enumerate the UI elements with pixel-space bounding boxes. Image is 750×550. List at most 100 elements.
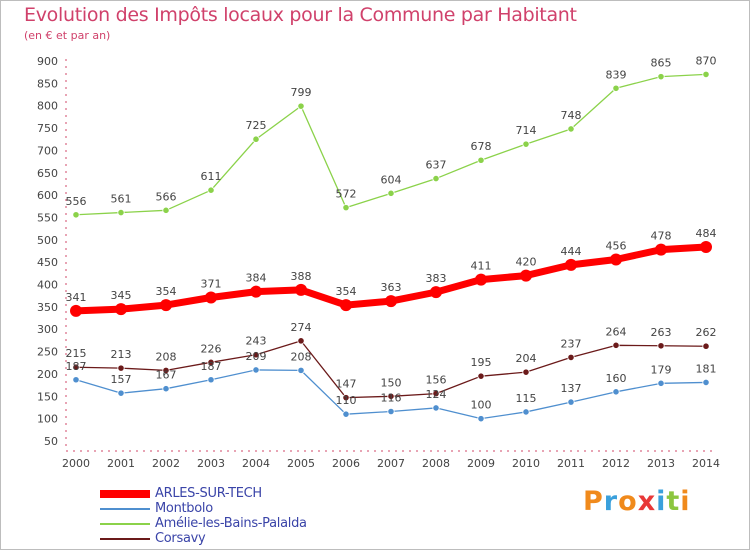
data-label-corsavy: 195 <box>471 356 492 369</box>
legend-swatch <box>100 523 150 525</box>
data-point-corsavy <box>657 342 665 350</box>
data-point-arles-sur-tech <box>430 286 442 299</box>
data-label-arles-sur-tech: 388 <box>291 270 312 283</box>
data-label-arles-sur-tech: 420 <box>516 256 537 269</box>
data-point-arles-sur-tech <box>295 283 307 296</box>
y-tick-label: 800 <box>37 100 58 113</box>
data-labels-layer: 341 345 354 371 384 388 354 363 383 411 420 444 456 4… <box>66 54 717 411</box>
legend-swatch <box>100 538 150 540</box>
data-label-arles-sur-tech: 456 <box>606 239 627 252</box>
logo-letter: i <box>656 486 667 517</box>
data-point-amelie-les-bains-palalda <box>387 189 395 197</box>
data-label-corsavy: 263 <box>651 326 672 339</box>
x-tick-label: 2005 <box>287 457 315 470</box>
data-label-amelie-les-bains-palalda: 556 <box>66 195 87 208</box>
data-label-amelie-les-bains-palalda: 561 <box>111 193 132 206</box>
chart-axes: 50 100 150 200 250 300 350 400 450 500 550 600 650 70… <box>37 55 720 470</box>
x-tick-label: 2000 <box>62 457 90 470</box>
data-label-arles-sur-tech: 354 <box>336 285 357 298</box>
y-tick-label: 550 <box>37 211 58 224</box>
chart-subtitle: (en € et par an) <box>24 29 111 42</box>
y-tick-label: 100 <box>37 413 58 426</box>
data-point-arles-sur-tech <box>250 285 262 298</box>
data-point-arles-sur-tech <box>340 299 352 312</box>
data-label-montbolo: 115 <box>516 392 537 405</box>
x-tick-label: 2008 <box>422 457 450 470</box>
data-label-arles-sur-tech: 444 <box>561 245 582 258</box>
data-point-amelie-les-bains-palalda <box>522 140 530 148</box>
data-point-amelie-les-bains-palalda <box>252 135 260 143</box>
data-point-montbolo <box>252 366 260 374</box>
data-label-montbolo: 137 <box>561 382 582 395</box>
series-corsavy <box>72 337 710 402</box>
y-tick-label: 250 <box>37 346 58 359</box>
data-point-amelie-les-bains-palalda <box>297 102 305 110</box>
data-point-corsavy <box>162 366 170 374</box>
data-point-montbolo <box>657 379 665 387</box>
data-point-amelie-les-bains-palalda <box>567 125 575 133</box>
data-label-corsavy: 237 <box>561 337 582 350</box>
data-point-amelie-les-bains-palalda <box>432 174 440 183</box>
x-tick-label: 2002 <box>152 457 180 470</box>
data-label-corsavy: 150 <box>381 376 402 389</box>
data-point-corsavy <box>522 368 530 376</box>
y-tick-label: 300 <box>37 323 58 336</box>
data-point-montbolo <box>342 410 350 418</box>
logo-letter: i <box>680 486 691 517</box>
data-label-arles-sur-tech: 484 <box>696 227 717 240</box>
data-label-arles-sur-tech: 383 <box>426 272 447 285</box>
x-tick-label: 2013 <box>647 457 675 470</box>
legend-swatch <box>100 490 150 498</box>
data-label-amelie-les-bains-palalda: 566 <box>156 190 177 203</box>
y-tick-label: 500 <box>37 234 58 247</box>
data-label-montbolo: 124 <box>426 388 447 401</box>
data-point-arles-sur-tech <box>205 291 217 304</box>
y-tick-label: 700 <box>37 144 58 157</box>
x-tick-label: 2004 <box>242 457 270 470</box>
data-label-montbolo: 167 <box>156 369 177 382</box>
logo-letter: x <box>637 486 657 517</box>
proxiti-logo: Proxiti <box>583 486 691 517</box>
x-tick-label: 2009 <box>467 457 495 470</box>
legend-label: Montbolo <box>155 501 213 516</box>
data-label-montbolo: 100 <box>471 399 492 412</box>
x-tick-label: 2006 <box>332 457 360 470</box>
data-label-amelie-les-bains-palalda: 611 <box>201 170 222 183</box>
x-tick-label: 2003 <box>197 457 225 470</box>
data-label-amelie-les-bains-palalda: 839 <box>606 68 627 81</box>
data-point-montbolo <box>297 366 305 374</box>
legend-swatch <box>100 508 150 510</box>
data-label-amelie-les-bains-palalda: 748 <box>561 109 582 122</box>
data-point-amelie-les-bains-palalda <box>207 186 215 194</box>
logo-letter: r <box>603 486 619 517</box>
y-tick-label: 900 <box>37 55 58 68</box>
data-point-corsavy <box>297 337 305 345</box>
data-label-amelie-les-bains-palalda: 865 <box>651 57 672 70</box>
data-label-amelie-les-bains-palalda: 678 <box>471 140 492 153</box>
y-tick-label: 750 <box>37 122 58 135</box>
data-point-montbolo <box>522 408 530 416</box>
data-point-montbolo <box>477 415 485 423</box>
data-point-corsavy <box>72 363 80 371</box>
data-point-arles-sur-tech <box>160 299 172 312</box>
y-tick-label: 200 <box>37 368 58 381</box>
data-point-montbolo <box>567 398 575 406</box>
data-point-montbolo <box>702 378 710 387</box>
data-point-amelie-les-bains-palalda <box>117 208 125 217</box>
data-point-montbolo <box>162 385 170 393</box>
data-point-arles-sur-tech <box>610 253 622 266</box>
data-label-corsavy: 274 <box>291 321 312 334</box>
y-tick-label: 150 <box>37 390 58 403</box>
data-label-montbolo: 187 <box>66 360 87 373</box>
data-label-corsavy: 213 <box>111 348 132 361</box>
data-label-arles-sur-tech: 341 <box>66 291 87 304</box>
data-label-amelie-les-bains-palalda: 604 <box>381 173 402 186</box>
series-montbolo <box>72 366 710 423</box>
data-label-corsavy: 204 <box>516 352 537 365</box>
data-point-amelie-les-bains-palalda <box>702 70 710 79</box>
y-tick-label: 350 <box>37 301 58 314</box>
data-label-montbolo: 187 <box>201 360 222 373</box>
data-label-corsavy: 262 <box>696 326 717 339</box>
data-point-montbolo <box>72 376 80 384</box>
